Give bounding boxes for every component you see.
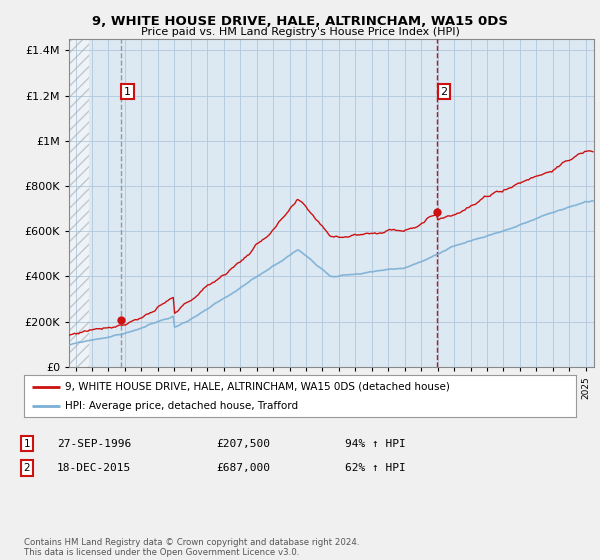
Text: Contains HM Land Registry data © Crown copyright and database right 2024.
This d: Contains HM Land Registry data © Crown c… [24, 538, 359, 557]
Text: 27-SEP-1996: 27-SEP-1996 [57, 438, 131, 449]
Text: 62% ↑ HPI: 62% ↑ HPI [345, 463, 406, 473]
Bar [69, 39, 89, 367]
Text: 1: 1 [124, 87, 131, 97]
Text: 94% ↑ HPI: 94% ↑ HPI [345, 438, 406, 449]
Text: £687,000: £687,000 [216, 463, 270, 473]
Text: 2: 2 [23, 463, 31, 473]
Text: HPI: Average price, detached house, Trafford: HPI: Average price, detached house, Traf… [65, 401, 299, 411]
Text: Price paid vs. HM Land Registry's House Price Index (HPI): Price paid vs. HM Land Registry's House … [140, 27, 460, 37]
Text: 2: 2 [440, 87, 448, 97]
Text: 1: 1 [23, 438, 31, 449]
Bar [69, 39, 89, 367]
Text: 9, WHITE HOUSE DRIVE, HALE, ALTRINCHAM, WA15 0DS (detached house): 9, WHITE HOUSE DRIVE, HALE, ALTRINCHAM, … [65, 381, 450, 391]
Text: 18-DEC-2015: 18-DEC-2015 [57, 463, 131, 473]
Text: £207,500: £207,500 [216, 438, 270, 449]
Text: 9, WHITE HOUSE DRIVE, HALE, ALTRINCHAM, WA15 0DS: 9, WHITE HOUSE DRIVE, HALE, ALTRINCHAM, … [92, 15, 508, 28]
